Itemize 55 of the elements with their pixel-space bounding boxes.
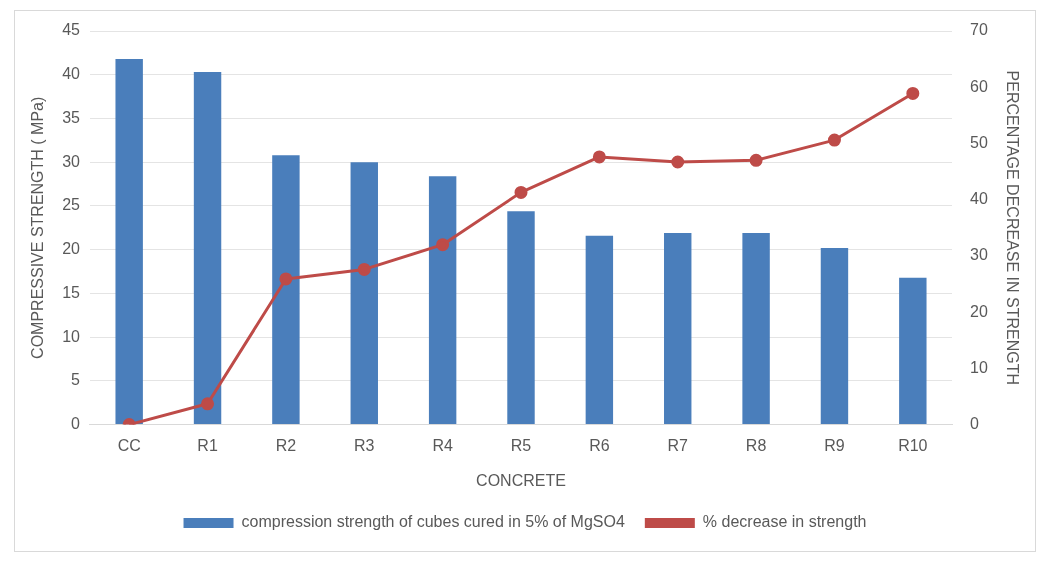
y2-tick-label: 0 (970, 415, 979, 433)
bar (272, 155, 300, 425)
x-tick-label: R6 (589, 436, 610, 454)
x-tick-label: R10 (898, 436, 928, 454)
legend-label: % decrease in strength (702, 513, 867, 531)
x-tick-label: R7 (667, 436, 689, 454)
y-tick-label: 20 (62, 240, 81, 258)
point (357, 262, 371, 276)
point (514, 185, 528, 199)
bar (585, 235, 614, 425)
y-tick-label: 40 (62, 65, 81, 83)
y-tick-label: 5 (71, 371, 81, 389)
y2-tick-label: 60 (970, 77, 988, 95)
x-axis-title: CONCRETE (476, 471, 566, 489)
bar (115, 58, 143, 425)
y2-tick-label: 30 (970, 246, 988, 264)
point (827, 133, 841, 147)
y-tick-label: 10 (62, 327, 81, 345)
bar (193, 72, 222, 425)
y2-tick-label: 70 (970, 21, 988, 39)
x-tick-label: CC (117, 436, 141, 454)
y2-tick-label: 40 (970, 190, 988, 208)
x-tick-label: R3 (354, 436, 375, 454)
bar (742, 233, 770, 425)
point (279, 272, 293, 286)
x-tick-label: R1 (197, 436, 218, 454)
point (201, 397, 215, 411)
y2-axis-title: PERCENTAGE DECREASE IN STRENGTH (1003, 70, 1021, 386)
point (436, 238, 450, 252)
y-tick-label: 35 (62, 108, 81, 126)
x-tick-label: R4 (432, 436, 453, 454)
x-tick-label: R2 (275, 436, 297, 454)
bar (507, 211, 535, 425)
point (592, 150, 606, 164)
bar (664, 233, 692, 425)
y2-tick-label: 10 (970, 358, 988, 376)
point (906, 86, 920, 100)
y-axis-title: COMPRESSIVE STRENGTH ( MPa) (29, 96, 47, 359)
bar (350, 162, 378, 425)
bar (899, 277, 927, 425)
legend-label: compression strength of cubes cured in 5% of MgSO4 (241, 513, 625, 531)
x-tick-label: R9 (824, 436, 845, 454)
y-tick-label: 45 (62, 21, 81, 39)
x-tick-label: R8 (745, 436, 767, 454)
bar (820, 247, 849, 425)
x-tick-label: R5 (510, 436, 532, 454)
y-tick-label: 0 (71, 415, 81, 433)
y-tick-label: 25 (62, 196, 81, 214)
point (749, 153, 763, 167)
y2-tick-label: 20 (970, 302, 988, 320)
y-tick-label: 15 (62, 283, 81, 301)
y-tick-label: 30 (62, 152, 81, 170)
y2-tick-label: 50 (970, 133, 988, 151)
point (671, 155, 685, 169)
bar (428, 176, 457, 425)
